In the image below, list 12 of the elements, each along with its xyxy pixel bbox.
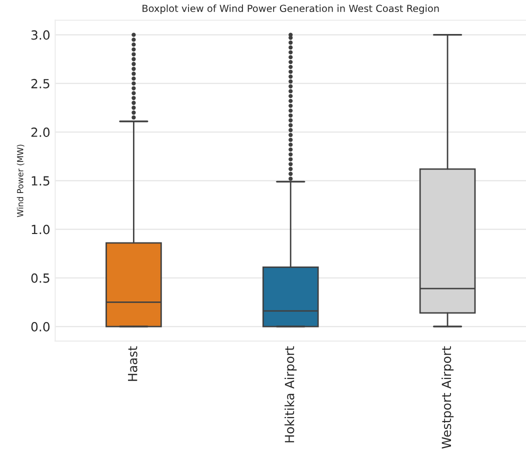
y-tick-label: 2.0	[31, 128, 50, 137]
x-tick-label: Haast	[128, 346, 138, 381]
y-tick-label: 1.5	[32, 176, 50, 186]
y-tick-label: 1.0	[32, 224, 50, 234]
y-axis-title: Wind Power (MW)	[16, 144, 24, 218]
y-tick-label: 0.5	[31, 273, 50, 283]
x-tick-label: Westport Airport	[441, 346, 454, 449]
y-tick-label: 0.0	[31, 322, 50, 332]
y-tick-label: 2.5	[31, 78, 50, 88]
y-tick-label: 3.0	[31, 30, 50, 40]
chart-title: Boxplot view of Wind Power Generation in West Coast Region	[142, 4, 439, 14]
x-tick-label: Hokitika Airport	[284, 346, 297, 442]
